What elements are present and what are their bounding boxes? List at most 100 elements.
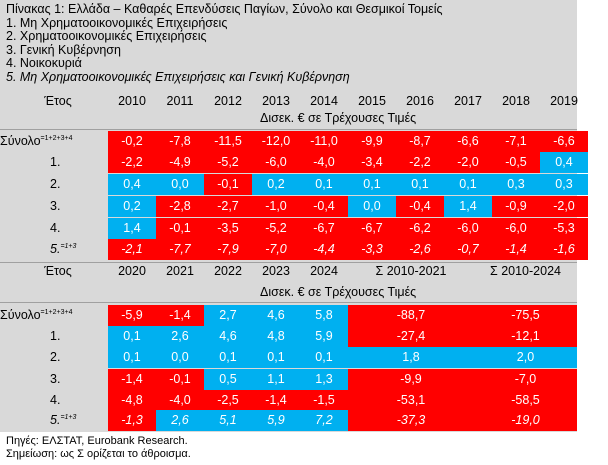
sum-cell: -27,4 — [348, 326, 474, 347]
value-cell: 1,1 — [252, 369, 300, 390]
row-label: Σύνολο=1+2+3+4 — [0, 134, 72, 148]
row-label-text: 1. — [50, 155, 61, 169]
table2-header-row: Έτος 2020 2021 2022 2023 2024 Σ 2010-2021 Σ 20… — [0, 264, 577, 278]
row-label: 3. — [50, 372, 60, 386]
year-header: 2021 — [166, 264, 194, 278]
value-cell: -2,8 — [156, 196, 204, 217]
value-cell: 0,1 — [108, 326, 156, 347]
table1-units: Δισεκ. € σε Τρέχουσες Τιμές — [260, 111, 417, 125]
value-cell: -0,1 — [156, 369, 204, 390]
value-cell: 0,4 — [108, 174, 156, 195]
value-cell: 0,5 — [204, 369, 252, 390]
value-cell: -7,1 — [492, 131, 540, 152]
definition-note: Σημείωση: ως Σ ορίζεται το άθροισμα. — [6, 448, 191, 460]
year-header: 2018 — [502, 94, 530, 108]
value-cell: -7,7 — [156, 239, 204, 260]
value-cell: -0,5 — [492, 152, 540, 173]
table2-top-divider — [0, 262, 577, 263]
row-label-formula: =1+3 — [60, 414, 77, 421]
row-label-text: 2. — [50, 177, 61, 191]
sum-cell: 2,0 — [474, 347, 577, 368]
sum-header: Σ 2010-2024 — [490, 264, 561, 278]
row-label: 3. — [50, 199, 60, 213]
value-cell: 0,0 — [348, 196, 396, 217]
sum-cell: -37,3 — [348, 410, 474, 431]
value-cell: 1,3 — [300, 369, 348, 390]
row-label-text: Σύνολο — [0, 308, 41, 322]
year-header: 2013 — [262, 94, 290, 108]
value-cell: -7,8 — [156, 131, 204, 152]
value-cell: -1,4 — [252, 390, 300, 411]
value-cell: 0,4 — [540, 152, 588, 173]
table1-header-row: Έτος 2010 2011 2012 2013 2014 2015 2016 2017 201… — [0, 94, 578, 108]
value-cell: 5,1 — [204, 410, 252, 431]
value-cell: -1,3 — [108, 410, 156, 431]
value-cell: 4,6 — [252, 305, 300, 326]
value-cell: -4,0 — [156, 390, 204, 411]
value-cell: -1,6 — [540, 239, 588, 260]
value-cell: -4,0 — [300, 152, 348, 173]
row-label-text: 5. — [50, 413, 61, 427]
sum-cell: -58,5 — [474, 390, 577, 411]
value-cell: -3,5 — [204, 218, 252, 239]
row-label-formula: =1+2+3+4 — [40, 309, 73, 316]
value-cell: -6,6 — [444, 131, 492, 152]
sum-cell: -9,9 — [348, 369, 474, 390]
value-cell: -0,1 — [204, 174, 252, 195]
sum-cell: 1,8 — [348, 347, 474, 368]
value-cell: -11,0 — [300, 131, 348, 152]
value-cell: -0,2 — [108, 131, 156, 152]
table2-divider — [0, 302, 577, 303]
value-cell: -4,8 — [108, 390, 156, 411]
table-title: Πίνακας 1: Ελλάδα – Καθαρές Επενδύσεις Π… — [6, 2, 443, 16]
value-cell: 0,3 — [492, 174, 540, 195]
row-label-text: Σύνολο — [0, 134, 41, 148]
value-cell: 5,8 — [300, 305, 348, 326]
value-cell: 0,1 — [300, 347, 348, 368]
row-label-text: 3. — [50, 372, 61, 386]
value-cell: -0,4 — [300, 196, 348, 217]
value-cell: -5,9 — [108, 305, 156, 326]
value-cell: -6,0 — [444, 218, 492, 239]
source-note: Πηγές: ΕΛΣΤΑΤ, Eurobank Research. — [6, 435, 188, 447]
value-cell: -6,6 — [540, 131, 588, 152]
row-label: Σύνολο=1+2+3+4 — [0, 308, 72, 322]
row-label: 1. — [50, 155, 60, 169]
value-cell: 2,7 — [204, 305, 252, 326]
value-cell: -2,7 — [204, 196, 252, 217]
value-cell: -6,0 — [492, 218, 540, 239]
value-cell: 0,1 — [396, 174, 444, 195]
value-cell: -2,2 — [396, 152, 444, 173]
value-cell: 1,4 — [444, 196, 492, 217]
year-header: 2012 — [214, 94, 242, 108]
year-header: 2022 — [214, 264, 242, 278]
value-cell: -8,7 — [396, 131, 444, 152]
row-label: 5.=1+3 — [50, 413, 76, 427]
value-cell: -0,4 — [396, 196, 444, 217]
legend-line-4: 4. Νοικοκυριά — [6, 56, 82, 70]
value-cell: -0,9 — [492, 196, 540, 217]
value-cell: -6,7 — [300, 218, 348, 239]
value-cell: -1,4 — [492, 239, 540, 260]
value-cell: 0,3 — [540, 174, 588, 195]
table1-year-label: Έτος — [44, 94, 72, 108]
value-cell: -0,1 — [156, 218, 204, 239]
value-cell: -0,7 — [444, 239, 492, 260]
value-cell: 5,9 — [300, 326, 348, 347]
row-label-text: 4. — [50, 393, 61, 407]
table2-units: Δισεκ. € σε Τρέχουσες Τιμές — [260, 285, 417, 299]
value-cell: -5,2 — [252, 218, 300, 239]
value-cell: -6,0 — [252, 152, 300, 173]
row-label: 4. — [50, 393, 60, 407]
value-cell: -4,9 — [156, 152, 204, 173]
sum-cell: -7,0 — [474, 369, 577, 390]
value-cell: 4,8 — [252, 326, 300, 347]
legend-line-5: 5. Μη Χρηματοοικονομικές Επιχειρήσεις κα… — [6, 69, 350, 84]
value-cell: -2,0 — [540, 196, 588, 217]
value-cell: 0,0 — [156, 174, 204, 195]
value-cell: 0,1 — [252, 347, 300, 368]
value-cell: -12,0 — [252, 131, 300, 152]
row-label: 4. — [50, 221, 60, 235]
legend-line-2: 2. Χρηματοοικονομικές Επιχειρήσεις — [6, 29, 207, 43]
value-cell: -7,0 — [252, 239, 300, 260]
